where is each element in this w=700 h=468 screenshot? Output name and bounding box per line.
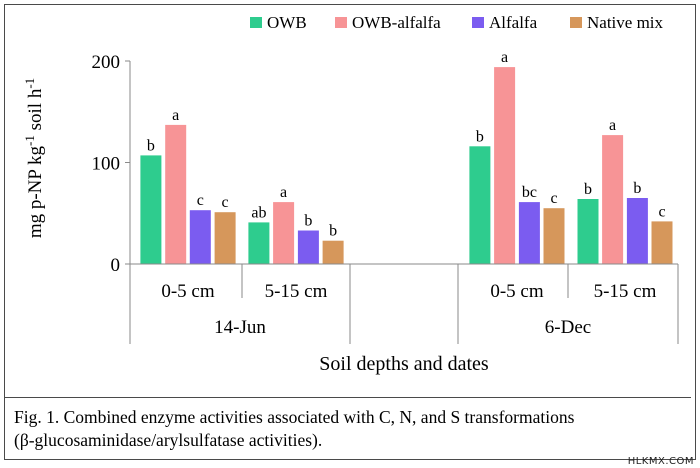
- legend-swatch: [472, 17, 484, 28]
- y-axis-label: mg p-NP kg-1 soil h-1: [22, 78, 46, 238]
- significance-label: bc: [522, 184, 537, 201]
- bar: [469, 146, 491, 264]
- significance-label: ab: [251, 204, 266, 221]
- x-axis: 0-5 cm 5-15 cm 0-5 cm 5-15 cm 14-Jun 6-Dec: [129, 263, 679, 344]
- significance-label: a: [609, 117, 616, 134]
- legend-item: Alfalfa: [472, 13, 538, 32]
- chart: OWB OWB-alfalfa Alfalfa Native mix mg p-NP …: [22, 13, 679, 375]
- legend-label: Native mix: [587, 13, 664, 32]
- significance-label: b: [147, 137, 155, 154]
- x-group-label: 6-Dec: [545, 317, 591, 338]
- legend-swatch: [335, 17, 347, 28]
- y-tick-label: 100: [92, 154, 121, 175]
- x-tick-label: 5-15 cm: [594, 281, 657, 302]
- bar: [651, 221, 673, 264]
- legend-swatch: [570, 17, 582, 28]
- figure-frame: [4, 4, 696, 460]
- x-axis-label: Soil depths and dates: [319, 353, 489, 375]
- bar: [248, 222, 270, 264]
- bar: [577, 199, 599, 264]
- figure-caption: Fig. 1. Combined enzyme activities assoc…: [5, 397, 691, 460]
- y-axis: 0 100 200: [92, 52, 131, 276]
- y-tick-label: 200: [92, 52, 121, 73]
- bar: [189, 210, 211, 264]
- x-tick-label: 5-15 cm: [265, 281, 328, 302]
- significance-label: b: [304, 213, 312, 230]
- legend: OWB OWB-alfalfa Alfalfa Native mix: [250, 13, 664, 32]
- significance-label: a: [501, 49, 508, 66]
- legend-item: OWB-alfalfa: [335, 13, 441, 32]
- bar: [140, 155, 162, 264]
- bar: [626, 198, 648, 264]
- x-tick-label: 0-5 cm: [490, 281, 544, 302]
- significance-label: b: [584, 181, 592, 198]
- bar: [543, 208, 565, 264]
- bar: [273, 202, 295, 264]
- bar: [602, 135, 624, 264]
- legend-item: OWB: [250, 13, 307, 32]
- watermark: HLKMX.COM: [627, 456, 694, 467]
- significance-label: a: [280, 184, 287, 201]
- bar: [322, 240, 344, 264]
- x-group-label: 14-Jun: [214, 317, 266, 338]
- significance-label: b: [476, 128, 484, 145]
- bar: [214, 212, 236, 264]
- y-tick-label: 0: [111, 255, 121, 276]
- caption-line-1: Fig. 1. Combined enzyme activities assoc…: [14, 407, 575, 427]
- bar: [518, 202, 540, 264]
- bar: [165, 124, 187, 265]
- bar: [494, 67, 516, 264]
- legend-label: Alfalfa: [489, 13, 538, 32]
- significance-label: a: [172, 107, 179, 124]
- significance-label: c: [197, 192, 204, 209]
- legend-label: OWB: [267, 13, 307, 32]
- significance-label: b: [633, 180, 641, 197]
- bar: [297, 230, 319, 264]
- caption-line-2: (β-glucosaminidase/arylsulfatase activit…: [14, 430, 323, 450]
- significance-label: c: [550, 190, 557, 207]
- significance-label: b: [329, 223, 337, 240]
- significance-label: c: [222, 194, 229, 211]
- significance-label: c: [658, 203, 665, 220]
- x-tick-label: 0-5 cm: [161, 281, 215, 302]
- legend-swatch: [250, 17, 262, 28]
- legend-label: OWB-alfalfa: [352, 13, 441, 32]
- legend-item: Native mix: [570, 13, 664, 32]
